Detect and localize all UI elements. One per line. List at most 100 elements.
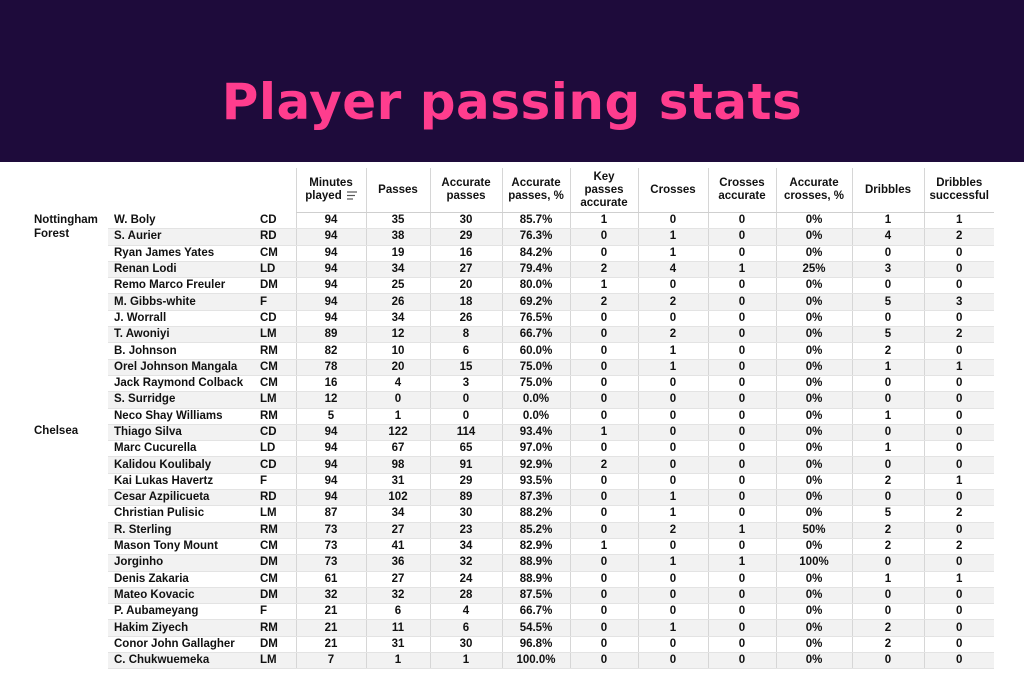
stat-cross_pct: 0% [775,619,852,637]
stat-key_acc: 0 [569,473,638,491]
player-position: F [258,293,296,311]
stat-crosses: 0 [637,408,708,425]
stat-minutes: 12 [295,391,366,409]
player-name: Hakim Ziyech [108,619,258,637]
stat-crosses: 0 [637,375,708,393]
stat-drib_succ: 0 [923,261,994,279]
player-name: Neco Shay Williams [108,408,258,425]
stat-acc_pct: 93.4% [501,424,570,442]
player-position: LD [258,440,296,458]
stat-drib_succ: 0 [923,489,994,507]
stat-acc_passes: 26 [429,310,502,328]
stat-minutes: 32 [295,587,366,605]
stat-acc_passes: 6 [429,619,502,637]
column-header-passes[interactable]: Passes [365,168,430,213]
stat-passes: 4 [365,375,430,393]
stat-key_acc: 1 [569,212,638,230]
stat-passes: 6 [365,603,430,621]
column-header-label: Crosses accurate [718,177,766,202]
stat-minutes: 94 [295,293,366,311]
column-header-cross_pct[interactable]: Accurate crosses, % [775,168,852,213]
stat-cross_pct: 0% [775,391,852,409]
stat-cross_acc: 0 [707,277,776,295]
stat-passes: 98 [365,456,430,474]
column-header-cross_acc[interactable]: Crosses accurate [707,168,776,213]
stat-crosses: 1 [637,342,708,360]
stat-acc_passes: 32 [429,554,502,572]
stat-cross_pct: 0% [775,375,852,393]
stat-cross_pct: 50% [775,522,852,539]
stat-passes: 31 [365,473,430,491]
table-body: Nottingham Forest W. Boly CD 94 35 30 85.7% 1 0 0… [32,212,994,670]
stat-acc_pct: 0.0% [501,391,570,409]
stat-cross_pct: 0% [775,228,852,246]
stat-cross_pct: 0% [775,212,852,230]
stat-acc_passes: 3 [429,375,502,393]
stat-passes: 122 [365,424,430,442]
position-column-header [258,168,296,213]
column-header-acc_passes[interactable]: Accurate passes [429,168,502,213]
stat-cross_pct: 0% [775,587,852,605]
stat-dribbles: 0 [851,391,924,409]
stat-drib_succ: 0 [923,375,994,393]
stat-key_acc: 0 [569,636,638,654]
stat-acc_passes: 20 [429,277,502,295]
stat-drib_succ: 1 [923,359,994,376]
stat-cross_acc: 0 [707,636,776,654]
column-header-crosses[interactable]: Crosses [637,168,708,213]
stat-passes: 10 [365,342,430,360]
stat-cross_acc: 0 [707,212,776,230]
stat-key_acc: 0 [569,408,638,425]
stat-cross_acc: 0 [707,505,776,523]
sort-icon[interactable] [346,191,357,201]
stat-cross_pct: 0% [775,456,852,474]
column-header-label: Crosses [650,183,696,196]
stat-cross_pct: 25% [775,261,852,279]
stat-minutes: 94 [295,473,366,491]
stat-acc_pct: 66.7% [501,326,570,344]
stat-acc_pct: 87.3% [501,489,570,507]
player-name: Cesar Azpilicueta [108,489,258,507]
table-row: T. Awoniyi LM 89 12 8 66.7% 0 2 0 0% 5 2 [32,326,994,344]
player-name: B. Johnson [108,342,258,360]
stat-minutes: 94 [295,424,366,442]
column-header-key_acc[interactable]: Key passes accurate [569,168,638,213]
player-position: RM [258,342,296,360]
stat-key_acc: 2 [569,293,638,311]
team-column-header [32,168,108,213]
stat-cross_acc: 0 [707,619,776,637]
stat-cross_acc: 1 [707,554,776,572]
stat-minutes: 16 [295,375,366,393]
stat-passes: 67 [365,440,430,458]
team-name: Nottingham Forest [34,213,98,240]
stat-key_acc: 0 [569,440,638,458]
stat-minutes: 78 [295,359,366,376]
stat-acc_passes: 0 [429,408,502,425]
table-row: Jorginho DM 73 36 32 88.9% 0 1 1 100% 0 0 [32,554,994,572]
column-header-minutes[interactable]: Minutes played [295,168,366,213]
player-name: Jack Raymond Colback [108,375,258,393]
stat-acc_passes: 65 [429,440,502,458]
player-position: DM [258,277,296,295]
stat-dribbles: 0 [851,603,924,621]
player-name: R. Sterling [108,522,258,539]
player-position: CD [258,212,296,230]
player-name: P. Aubameyang [108,603,258,621]
stat-acc_passes: 8 [429,326,502,344]
stat-crosses: 0 [637,424,708,442]
stat-acc_passes: 29 [429,228,502,246]
stat-acc_pct: 100.0% [501,652,570,670]
stat-acc_pct: 80.0% [501,277,570,295]
stat-passes: 25 [365,277,430,295]
column-header-acc_pct[interactable]: Accurate passes, % [501,168,570,213]
stat-dribbles: 0 [851,375,924,393]
player-name: W. Boly [108,212,258,230]
stat-dribbles: 0 [851,245,924,262]
stat-acc_passes: 1 [429,652,502,670]
stat-cross_pct: 0% [775,424,852,442]
stat-cross_pct: 0% [775,277,852,295]
stat-cross_acc: 0 [707,652,776,670]
player-name: Conor John Gallagher [108,636,258,654]
column-header-dribbles[interactable]: Dribbles [851,168,924,213]
column-header-drib_succ[interactable]: Dribbles successful [923,168,994,213]
